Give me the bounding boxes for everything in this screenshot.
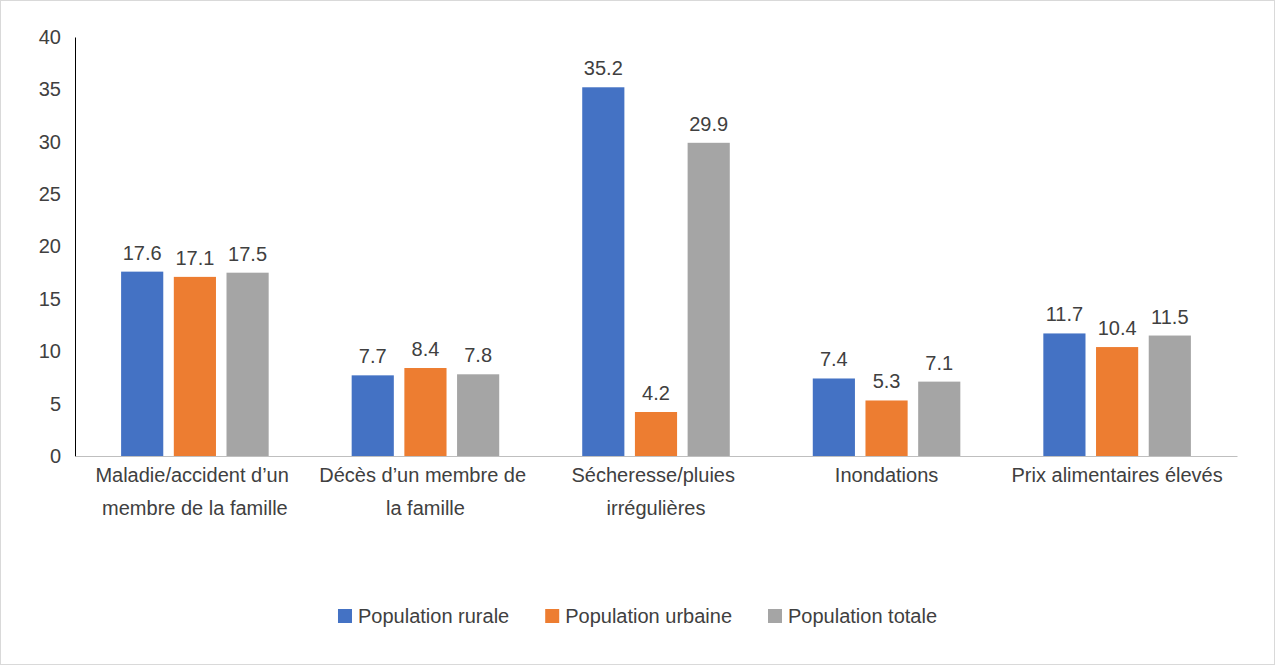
- bar: [688, 143, 730, 456]
- y-axis-line: [75, 38, 76, 457]
- data-label: 11.7: [1046, 303, 1083, 325]
- x-tick: Maladie/accident d’un membre de la famil…: [95, 456, 294, 519]
- x-axis-line: [76, 456, 1238, 457]
- chart: 0 5 10 15 20 25 30 35 40 Maladie/accident d’un me…: [0, 0, 1275, 665]
- y-tick: 15: [39, 288, 75, 310]
- legend-label: Population urbaine: [565, 605, 732, 627]
- y-tick-label: 35: [39, 78, 61, 100]
- y-tick: 40: [39, 26, 75, 48]
- data-label: 7.7: [359, 345, 387, 367]
- bar: [582, 87, 624, 456]
- legend-swatch: [768, 609, 782, 623]
- bar: [121, 272, 163, 456]
- y-tick: 10: [39, 340, 75, 362]
- legend-label: Population totale: [788, 605, 937, 627]
- bar: [813, 378, 855, 456]
- legend-item: Population urbaine: [545, 605, 732, 627]
- x-tick: Inondations: [835, 456, 938, 486]
- bar: [404, 368, 446, 456]
- y-tick-label: 5: [50, 393, 61, 415]
- y-tick: 35: [39, 78, 75, 100]
- x-tick: Décès d’un membre de la famille: [319, 456, 531, 519]
- bar: [457, 374, 499, 456]
- data-label: 17.5: [228, 243, 267, 265]
- bar: [1043, 333, 1085, 456]
- data-label: 8.4: [412, 338, 440, 360]
- data-label: 17.6: [123, 242, 162, 264]
- bar: [865, 400, 907, 456]
- data-label: 4.2: [642, 382, 670, 404]
- x-tick: Sécheresse/pluies irrégulières: [572, 456, 741, 519]
- bar: [227, 273, 269, 456]
- y-tick: 20: [39, 235, 75, 257]
- data-label: 7.4: [820, 348, 848, 370]
- chart-frame: [1, 1, 1275, 665]
- y-tick: 0: [50, 445, 75, 467]
- y-tick-label: 10: [39, 340, 61, 362]
- x-tick-label: Décès d’un membre de la famille: [319, 464, 531, 519]
- y-tick-label: 20: [39, 235, 61, 257]
- y-tick: 30: [39, 131, 75, 153]
- bars: [121, 87, 1191, 456]
- bar: [1149, 336, 1191, 456]
- y-tick: 25: [39, 183, 75, 205]
- bar: [352, 375, 394, 456]
- y-axis: 0 5 10 15 20 25 30 35 40: [39, 26, 76, 467]
- bar: [1096, 347, 1138, 456]
- y-tick: 5: [50, 393, 75, 415]
- bar: [174, 277, 216, 456]
- y-tick-label: 15: [39, 288, 61, 310]
- data-label: 11.5: [1151, 306, 1188, 328]
- data-label: 5.3: [873, 370, 901, 392]
- legend: Population rurale Population urbaine Popul…: [338, 605, 937, 627]
- x-tick-label: Maladie/accident d’un membre de la famil…: [95, 464, 294, 519]
- data-label: 7.8: [464, 344, 492, 366]
- data-label: 29.9: [689, 113, 728, 135]
- data-label: 10.4: [1098, 317, 1137, 339]
- y-tick-label: 30: [39, 131, 61, 153]
- x-tick-label: Inondations: [835, 464, 938, 486]
- legend-swatch: [545, 609, 559, 623]
- x-tick-label: Prix alimentaires élevés: [1012, 464, 1223, 486]
- legend-swatch: [338, 609, 352, 623]
- data-label: 7.1: [925, 352, 953, 374]
- plot: 0 5 10 15 20 25 30 35 40 Maladie/accident d’un me…: [39, 26, 1238, 519]
- data-label: 17.1: [175, 247, 214, 269]
- y-tick-label: 0: [50, 445, 61, 467]
- legend-item: Population rurale: [338, 605, 509, 627]
- y-tick-label: 25: [39, 183, 61, 205]
- x-tick-label: Sécheresse/pluies irrégulières: [572, 464, 741, 519]
- x-tick: Prix alimentaires élevés: [1012, 456, 1223, 486]
- data-labels: 17.6 7.7 35.2 7.4 11.7 17.1 8.4 4.2 5.3 10.4 17.5 7…: [123, 57, 1189, 404]
- legend-label: Population rurale: [358, 605, 509, 627]
- y-tick-label: 40: [39, 26, 61, 48]
- x-axis: Maladie/accident d’un membre de la famil…: [76, 456, 1238, 519]
- bar: [918, 382, 960, 456]
- bar: [635, 412, 677, 456]
- legend-item: Population totale: [768, 605, 937, 627]
- data-label: 35.2: [584, 57, 623, 79]
